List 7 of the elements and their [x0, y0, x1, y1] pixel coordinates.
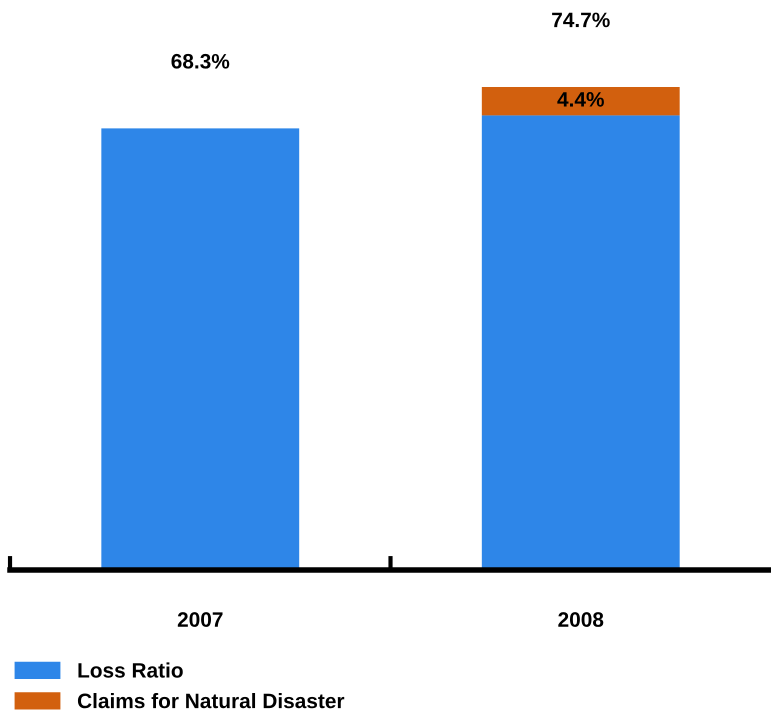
- legend-label: Claims for Natural Disaster: [78, 692, 344, 708]
- x-tick-label: 2008: [558, 612, 604, 627]
- data-label: 4.4%: [557, 92, 604, 107]
- legend-label: Loss Ratio: [78, 662, 183, 678]
- x-tick-label: 2007: [178, 612, 223, 627]
- total-label: 68.3%: [171, 54, 230, 69]
- total-label: 74.7%: [552, 12, 610, 28]
